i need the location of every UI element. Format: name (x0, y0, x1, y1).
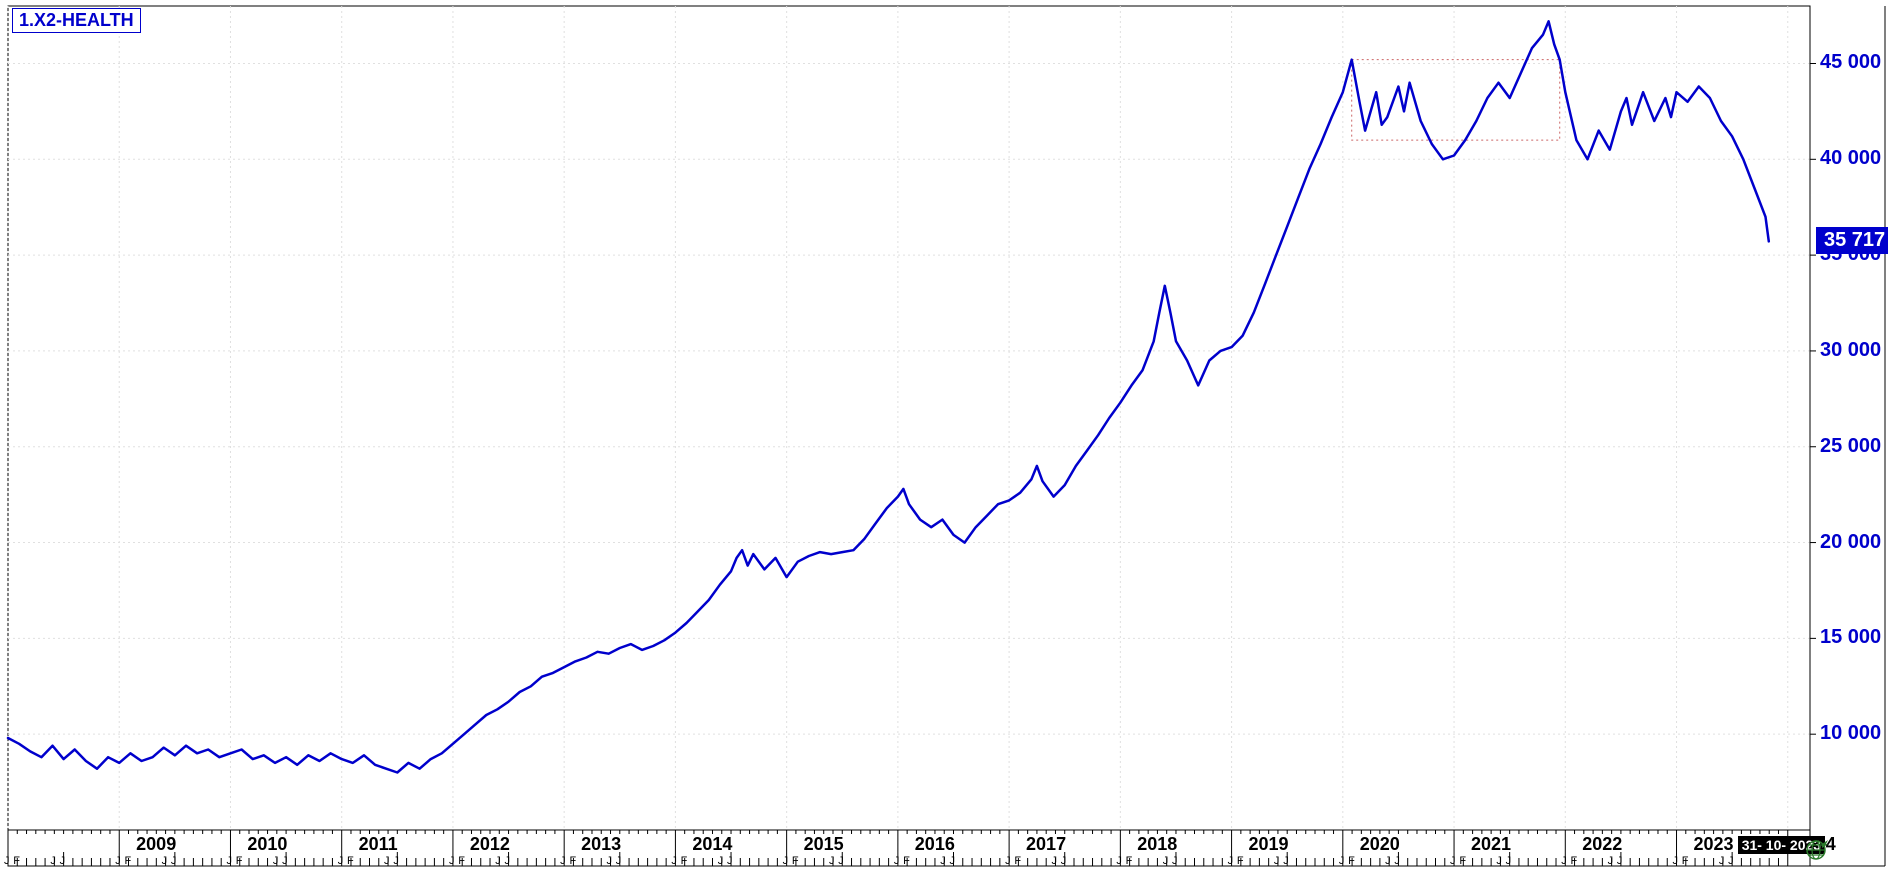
svg-text:J: J (1163, 855, 1169, 867)
svg-text:J: J (495, 855, 501, 867)
svg-text:J: J (50, 855, 56, 867)
svg-text:J: J (226, 855, 232, 867)
y-tick-label: 40 000 (1820, 147, 1881, 170)
svg-text:J: J (1450, 855, 1456, 867)
svg-text:J: J (338, 855, 344, 867)
svg-text:F: F (1682, 855, 1689, 867)
svg-text:J: J (718, 855, 724, 867)
svg-text:J: J (1394, 855, 1400, 867)
svg-text:J: J (1116, 855, 1122, 867)
chart-svg: JFJJJFJJJFJJJFJJJFJJJFJJJFJJJFJJJFJJJFJJ… (0, 0, 1888, 870)
svg-text:J: J (1728, 855, 1734, 867)
svg-text:F: F (1348, 855, 1355, 867)
svg-text:J: J (273, 855, 279, 867)
x-year-label: 2019 (1249, 834, 1289, 855)
svg-text:J: J (1617, 855, 1623, 867)
chart-container: JFJJJFJJJFJJJFJJJFJJJFJJJFJJJFJJJFJJJFJJ… (0, 0, 1888, 870)
x-year-label: 2017 (1026, 834, 1066, 855)
svg-text:J: J (4, 855, 10, 867)
svg-text:F: F (1571, 855, 1578, 867)
x-year-label: 2011 (359, 834, 398, 855)
current-value-tag: 35 717 (1816, 227, 1888, 254)
svg-text:F: F (1014, 855, 1021, 867)
y-tick-label: 20 000 (1820, 531, 1881, 554)
svg-text:J: J (393, 855, 399, 867)
svg-text:J: J (1061, 855, 1067, 867)
svg-text:J: J (616, 855, 622, 867)
x-year-label: 2021 (1471, 834, 1511, 855)
svg-text:J: J (384, 855, 390, 867)
x-year-label: 2016 (915, 834, 955, 855)
svg-text:J: J (1673, 855, 1679, 867)
x-year-label: 2020 (1360, 834, 1400, 855)
svg-text:J: J (949, 855, 955, 867)
svg-text:J: J (1608, 855, 1614, 867)
svg-text:J: J (1274, 855, 1280, 867)
y-tick-label: 30 000 (1820, 339, 1881, 362)
x-year-label: 2010 (247, 834, 287, 855)
svg-text:J: J (171, 855, 177, 867)
svg-text:F: F (13, 855, 20, 867)
svg-text:F: F (236, 855, 243, 867)
svg-text:F: F (458, 855, 465, 867)
chart-title: 1.X2-HEALTH (12, 8, 141, 33)
svg-text:J: J (940, 855, 946, 867)
svg-text:J: J (60, 855, 65, 867)
x-year-label: 2023 (1693, 834, 1733, 855)
svg-text:J: J (1051, 855, 1057, 867)
svg-text:J: J (894, 855, 900, 867)
svg-text:J: J (1283, 855, 1289, 867)
svg-text:F: F (903, 855, 910, 867)
y-tick-label: 25 000 (1820, 435, 1881, 458)
svg-text:J: J (560, 855, 566, 867)
x-year-label: 2018 (1137, 834, 1177, 855)
svg-text:J: J (783, 855, 789, 867)
svg-text:J: J (1228, 855, 1234, 867)
svg-text:J: J (727, 855, 733, 867)
svg-text:J: J (829, 855, 835, 867)
svg-text:J: J (505, 855, 511, 867)
svg-text:J: J (1496, 855, 1502, 867)
x-year-label: 2022 (1582, 834, 1622, 855)
globe-icon (1804, 838, 1828, 862)
x-year-label: 2012 (470, 834, 510, 855)
svg-text:J: J (1005, 855, 1011, 867)
svg-text:J: J (1719, 855, 1725, 867)
svg-text:J: J (449, 855, 455, 867)
svg-text:F: F (792, 855, 799, 867)
x-year-label: 2013 (581, 834, 621, 855)
svg-text:J: J (1385, 855, 1391, 867)
svg-text:J: J (1561, 855, 1567, 867)
y-tick-label: 10 000 (1820, 722, 1881, 745)
svg-text:F: F (1237, 855, 1244, 867)
svg-text:F: F (681, 855, 688, 867)
svg-text:J: J (1506, 855, 1512, 867)
svg-text:J: J (607, 855, 613, 867)
x-year-label: 2014 (692, 834, 732, 855)
svg-text:J: J (162, 855, 168, 867)
svg-text:F: F (347, 855, 354, 867)
svg-text:J: J (838, 855, 844, 867)
svg-text:J: J (282, 855, 288, 867)
x-year-label: 2015 (804, 834, 844, 855)
svg-text:F: F (125, 855, 132, 867)
svg-text:F: F (569, 855, 576, 867)
svg-text:F: F (1126, 855, 1133, 867)
y-tick-label: 15 000 (1820, 626, 1881, 649)
x-year-label: 2009 (136, 834, 176, 855)
svg-text:J: J (115, 855, 121, 867)
svg-text:J: J (671, 855, 677, 867)
svg-text:J: J (1339, 855, 1345, 867)
svg-text:J: J (1172, 855, 1178, 867)
y-tick-label: 45 000 (1820, 51, 1881, 74)
svg-text:F: F (1459, 855, 1466, 867)
